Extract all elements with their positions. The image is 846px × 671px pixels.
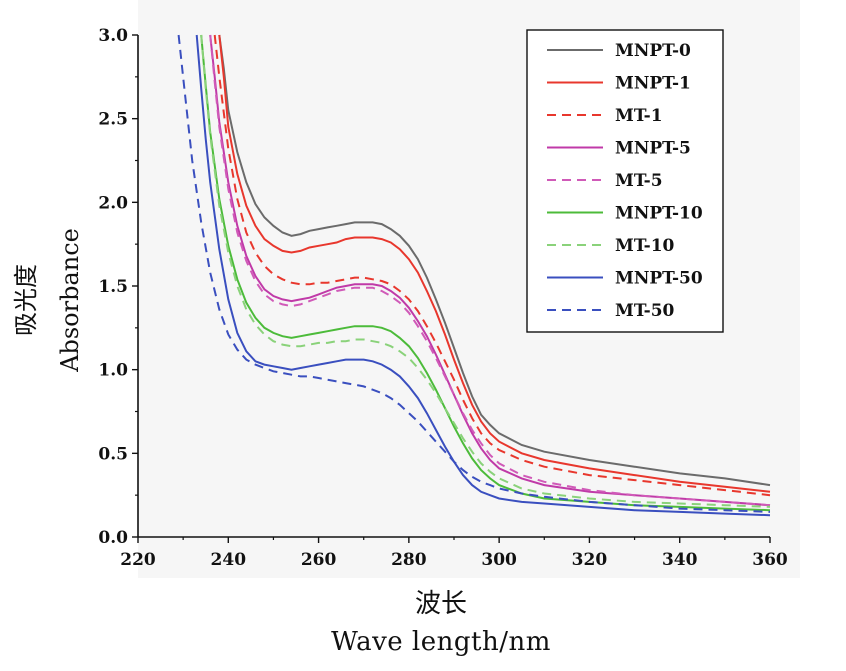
legend-label-mnpt-5: MNPT-5 bbox=[615, 139, 691, 159]
x-tick-label: 240 bbox=[211, 550, 247, 570]
x-tick-label: 340 bbox=[662, 550, 698, 570]
x-ticks: 220 240 260 280 300 320 340 360 bbox=[120, 537, 788, 570]
y-tick-label: 0.5 bbox=[98, 444, 128, 464]
series-layer bbox=[177, 34, 771, 517]
y-axis-label-cn: 吸光度 bbox=[12, 264, 40, 336]
series-line-mnpt-50 bbox=[195, 34, 771, 517]
x-tick-label: 260 bbox=[301, 550, 337, 570]
legend-label-mt-1: MT-1 bbox=[615, 106, 663, 126]
series-line-mnpt-10 bbox=[200, 34, 771, 512]
legend-label-mt-10: MT-10 bbox=[615, 236, 675, 256]
legend-label-mnpt-0: MNPT-0 bbox=[615, 41, 691, 61]
legend-box bbox=[526, 29, 724, 333]
x-axis-label-cn: 波长 bbox=[415, 589, 467, 619]
y-tick-label: 1.5 bbox=[98, 277, 128, 297]
series-line-mt-10 bbox=[200, 34, 771, 508]
y-axis-label: Absorbance bbox=[56, 228, 84, 373]
series-line-mnpt-0 bbox=[218, 34, 771, 487]
x-tick-label: 320 bbox=[572, 550, 608, 570]
x-tick-label: 220 bbox=[120, 550, 156, 570]
legend-label-mnpt-10: MNPT-10 bbox=[615, 204, 703, 224]
series-line-mt-1 bbox=[213, 34, 771, 497]
legend: MNPT-0 MNPT-1 MT-1 MNPT-5 MT-5 MNPT-10 MT-10 MN… bbox=[526, 29, 724, 333]
y-tick-label: 3.0 bbox=[98, 26, 128, 46]
y-ticks: 0.0 0.5 1.0 1.5 2.0 2.5 3.0 bbox=[98, 26, 138, 548]
x-tick-label: 360 bbox=[752, 550, 788, 570]
x-tick-label: 280 bbox=[391, 550, 427, 570]
series-line-mnpt-1 bbox=[218, 34, 771, 493]
series-line-mt-5 bbox=[209, 34, 771, 507]
y-tick-label: 0.0 bbox=[98, 528, 128, 548]
legend-label-mt-50: MT-50 bbox=[615, 301, 675, 321]
y-tick-label: 2.0 bbox=[98, 193, 128, 213]
y-tick-label: 2.5 bbox=[98, 110, 128, 130]
legend-label-mnpt-50: MNPT-50 bbox=[615, 269, 703, 289]
legend-label-mt-5: MT-5 bbox=[615, 171, 663, 191]
legend-label-mnpt-1: MNPT-1 bbox=[615, 74, 691, 94]
x-tick-label: 300 bbox=[481, 550, 517, 570]
x-axis-label: Wave length/nm bbox=[331, 627, 551, 657]
y-tick-label: 1.0 bbox=[98, 361, 128, 381]
series-line-mnpt-5 bbox=[209, 34, 771, 507]
